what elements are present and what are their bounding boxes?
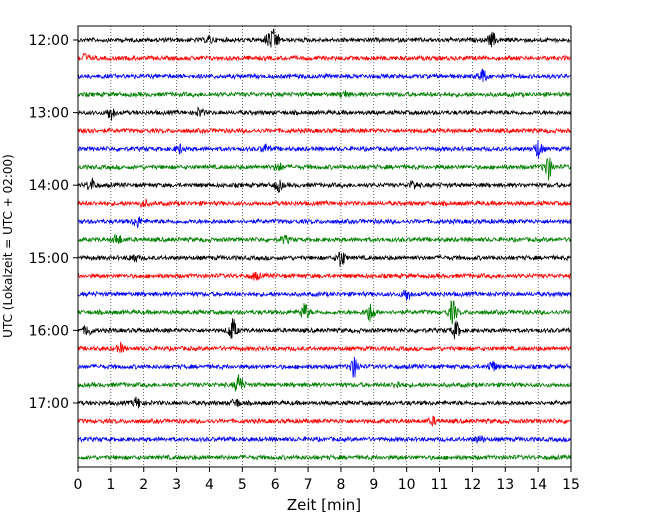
x-axis: 0 1 2 3 4 5 6 7 8 9 10 11 12 13 14 15 xyxy=(74,467,580,493)
plot-frame xyxy=(77,25,572,468)
y-tick-label-15:00: 15:00 xyxy=(29,251,69,267)
trace-1630 xyxy=(77,356,572,378)
trace-group xyxy=(77,28,572,462)
y-tick-label-17:00: 17:00 xyxy=(29,396,69,412)
y-tick-label-12:00: 12:00 xyxy=(29,33,69,49)
trace-1445 xyxy=(77,233,572,245)
y-axis-label: UTC (Lokalzeit = UTC + 02:00) xyxy=(1,154,15,338)
x-tick-label-11: 11 xyxy=(431,477,449,493)
x-tick-label-12: 12 xyxy=(463,477,481,493)
trace-1745 xyxy=(77,453,572,462)
trace-1545 xyxy=(77,300,572,325)
trace-1600 xyxy=(77,318,572,340)
trace-1415 xyxy=(77,197,572,209)
x-tick-label-4: 4 xyxy=(205,477,214,493)
x-tick-label-2: 2 xyxy=(139,477,148,493)
trace-1245 xyxy=(77,90,572,99)
x-tick-label-6: 6 xyxy=(271,477,280,493)
x-tick-label-15: 15 xyxy=(562,477,580,493)
trace-1200 xyxy=(77,28,572,48)
x-tick-label-3: 3 xyxy=(172,477,181,493)
trace-1300 xyxy=(77,106,572,121)
y-axis: 12:00 13:00 14:00 15:00 16:00 17:00 xyxy=(29,33,78,412)
trace-1515 xyxy=(77,271,572,282)
trace-1700 xyxy=(77,396,572,409)
trace-1645 xyxy=(77,374,572,392)
trace-1400 xyxy=(77,177,572,194)
trace-1230 xyxy=(77,68,572,83)
trace-1500 xyxy=(77,251,572,267)
y-tick-label-13:00: 13:00 xyxy=(29,106,69,122)
x-axis-label: Zeit [min] xyxy=(287,496,361,514)
trace-1345 xyxy=(78,157,572,181)
trace-1330 xyxy=(77,140,572,159)
x-tick-label-0: 0 xyxy=(74,477,83,493)
x-tick-label-7: 7 xyxy=(304,477,313,493)
x-tick-label-10: 10 xyxy=(398,477,416,493)
trace-1315 xyxy=(77,127,572,135)
x-tick-label-8: 8 xyxy=(336,477,345,493)
x-tick-label-14: 14 xyxy=(529,477,547,493)
x-tick-label-13: 13 xyxy=(496,477,514,493)
y-tick-label-14:00: 14:00 xyxy=(29,178,69,194)
x-tick-label-9: 9 xyxy=(369,477,378,493)
trace-1215 xyxy=(77,52,572,62)
y-tick-label-16:00: 16:00 xyxy=(29,323,69,339)
x-tick-label-5: 5 xyxy=(238,477,247,493)
trace-1530 xyxy=(77,289,572,301)
x-tick-label-1: 1 xyxy=(106,477,115,493)
trace-1730 xyxy=(77,435,572,444)
trace-1430 xyxy=(77,216,572,229)
trace-1715 xyxy=(77,415,572,428)
trace-1615 xyxy=(77,341,572,353)
